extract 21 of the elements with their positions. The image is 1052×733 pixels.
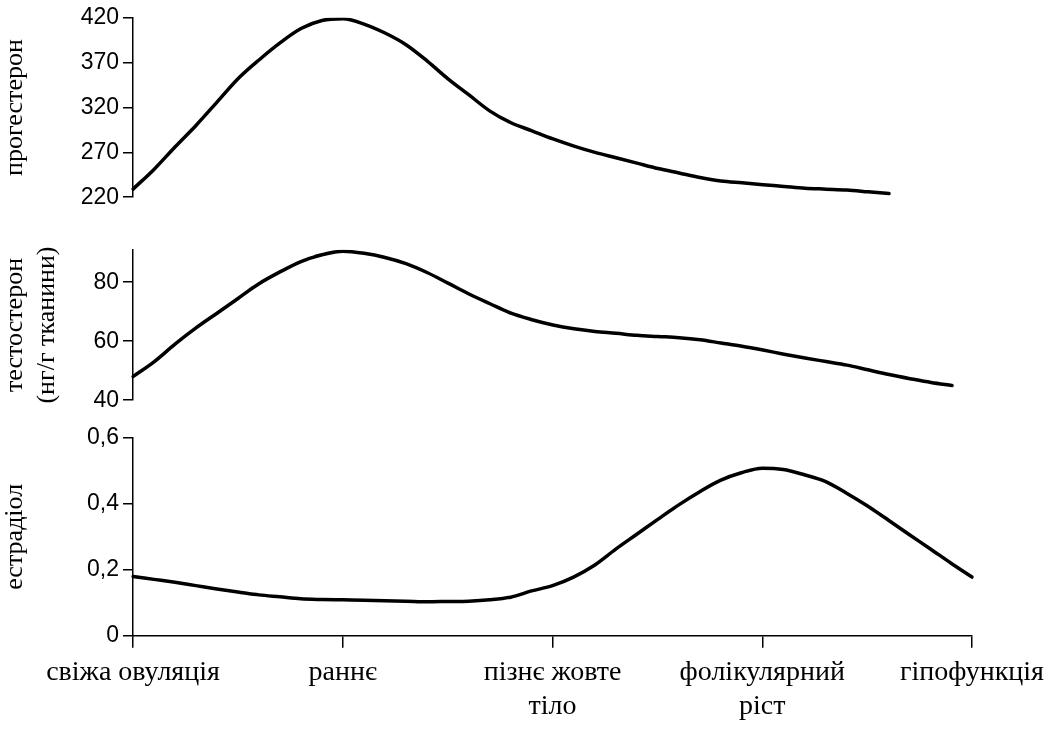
y-axis-title: прогестерон (0, 39, 29, 176)
y-tick-label: 40 (93, 385, 119, 412)
y-tick-label: 0,4 (87, 489, 120, 516)
y-tick-label: 320 (80, 92, 119, 119)
y-axis-title: естрадіол (0, 483, 29, 590)
y-axis-title: тестостерон (нг/г тканини) (0, 246, 60, 404)
x-tick-label: раннє (308, 654, 377, 686)
y-tick-label: 420 (80, 3, 119, 30)
y-tick-label: 60 (93, 326, 119, 353)
x-tick-label: фолікулярний ріст (679, 654, 845, 720)
line-series (131, 17, 891, 196)
x-tick-label: пізнє жовте тіло (483, 654, 622, 720)
x-tick-label: свіжа овуляція (46, 654, 220, 686)
y-tick-label: 0,2 (87, 555, 119, 582)
y-tick-label: 220 (80, 182, 119, 209)
y-tick-label: 270 (80, 137, 119, 164)
y-tick-label: 370 (80, 47, 119, 74)
y-tick-label: 80 (93, 267, 119, 294)
y-tick-label: 0 (106, 621, 119, 648)
x-tick-label: гіпофункція (900, 654, 1045, 686)
y-tick-label: 0,6 (87, 423, 119, 450)
